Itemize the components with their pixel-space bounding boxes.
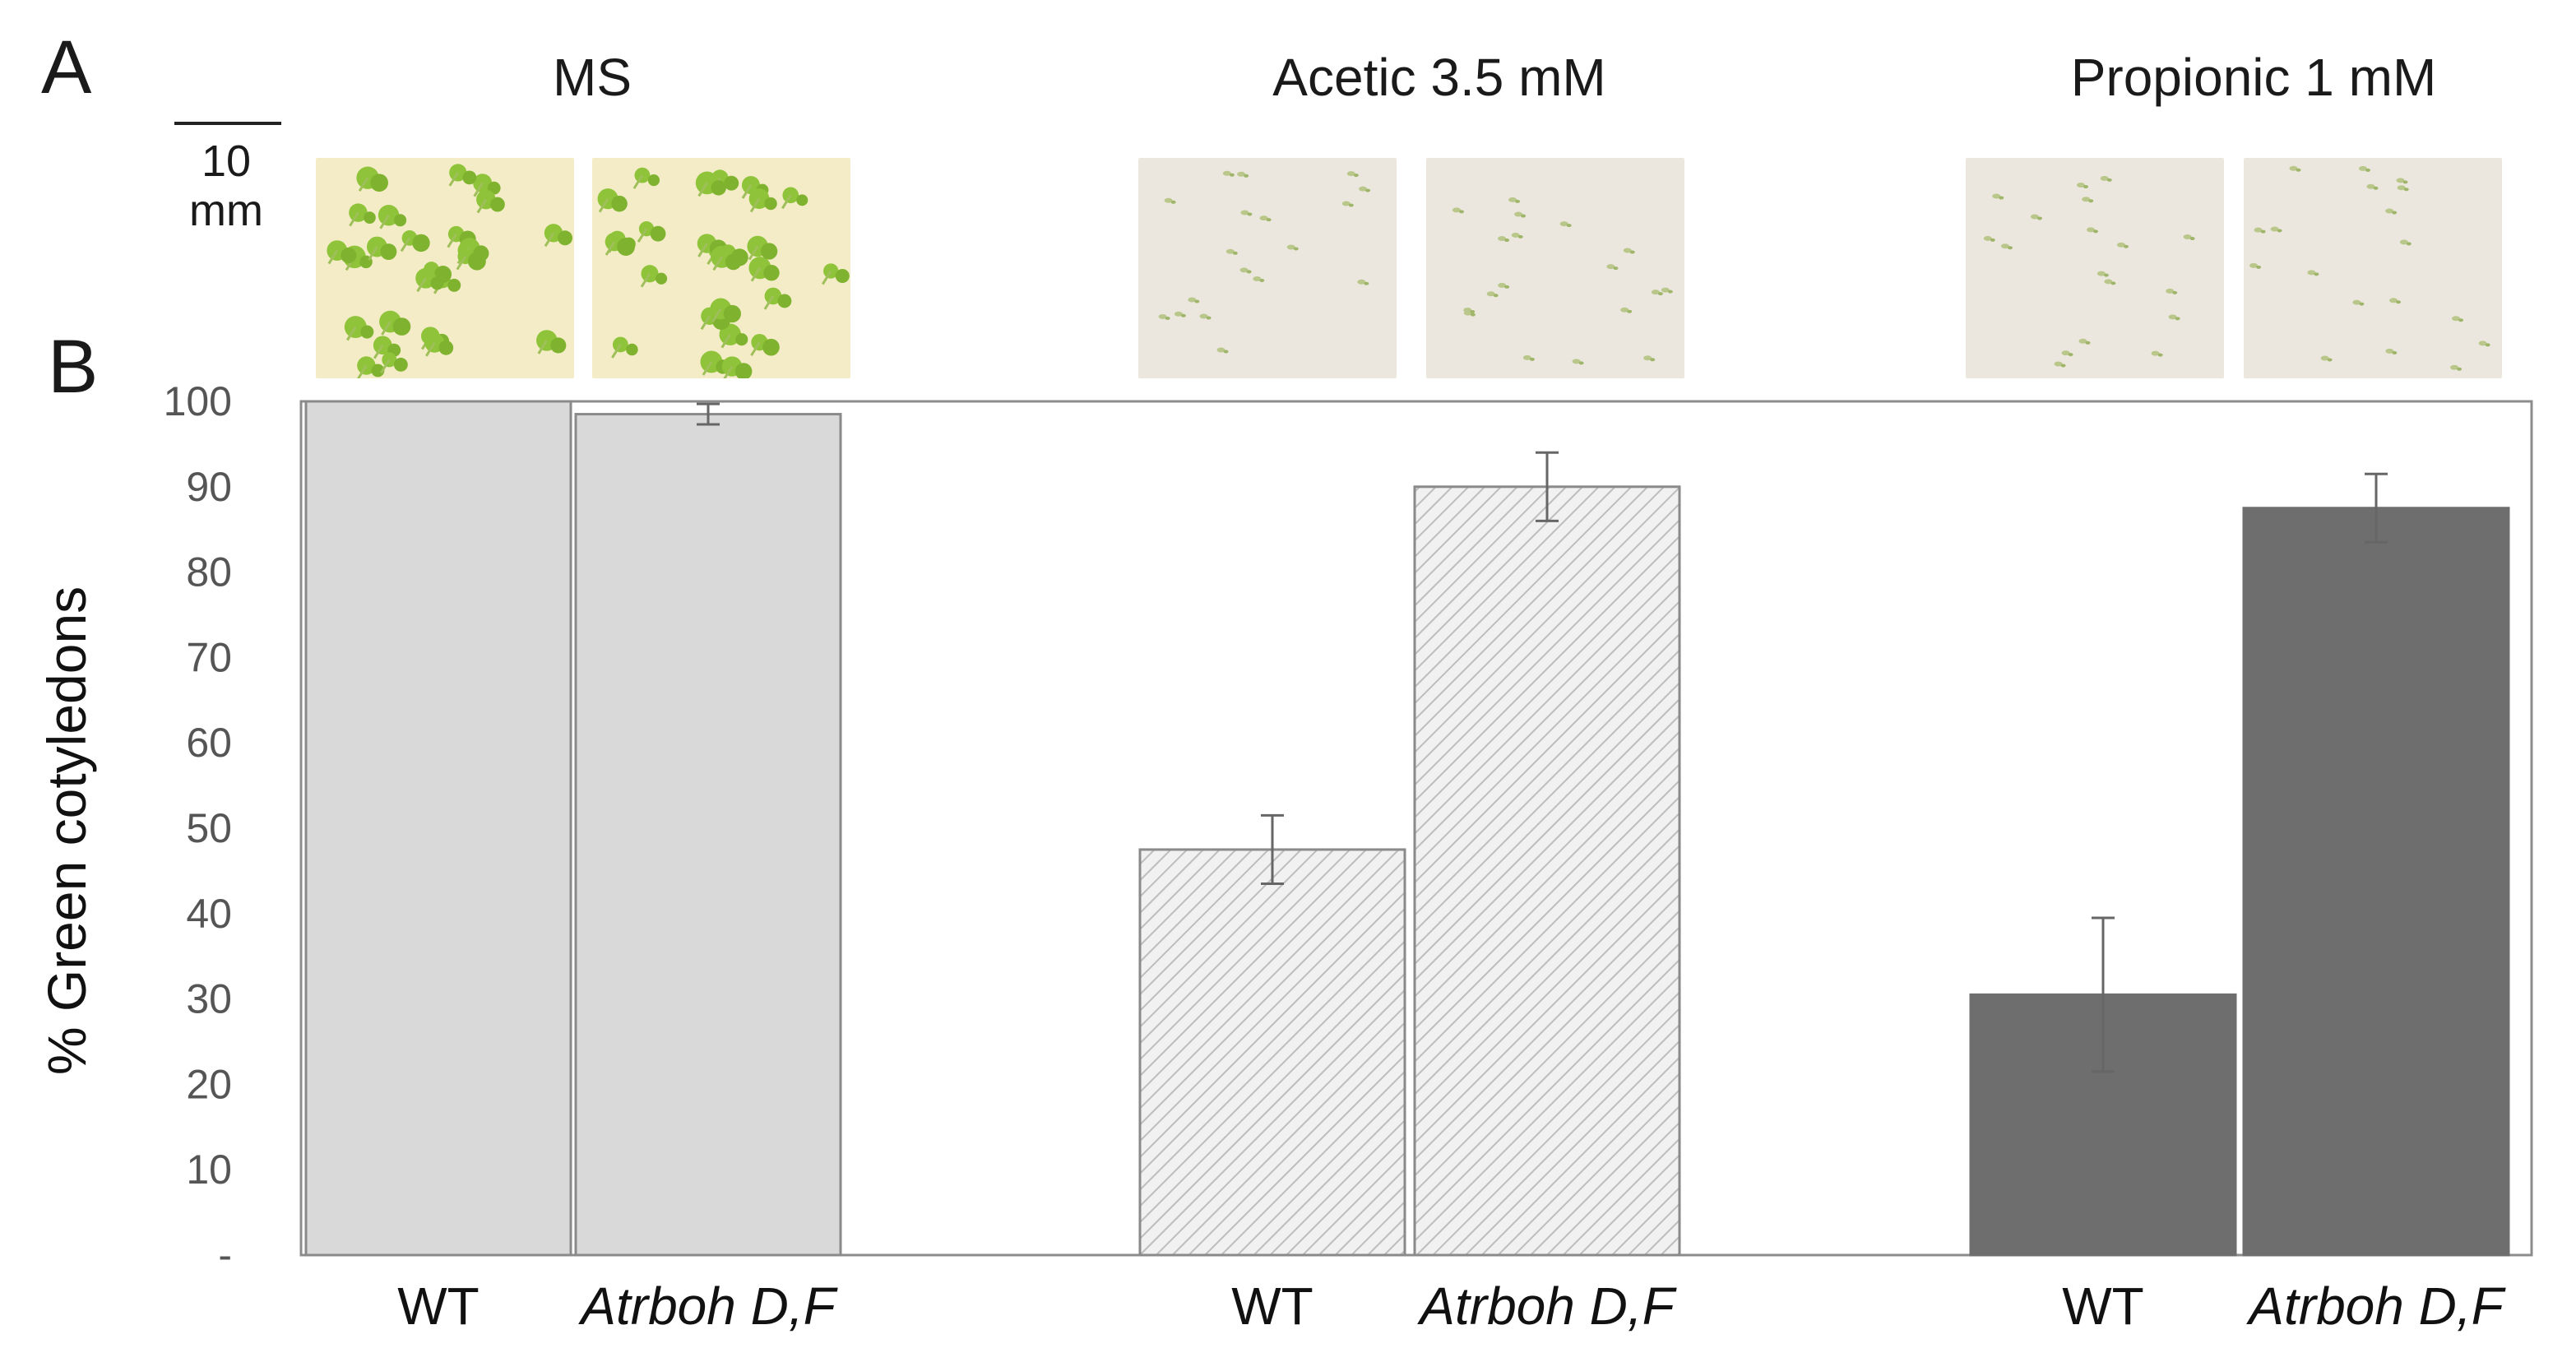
- condition-title-ms: MS: [553, 48, 632, 107]
- error-bar-2: [697, 402, 720, 426]
- bar-4: [1413, 485, 1681, 1257]
- scale-bar-line: [174, 122, 281, 125]
- y-tick-label: 100: [164, 378, 232, 424]
- error-bar-6: [2365, 472, 2388, 544]
- seedling-photo: [1138, 158, 1397, 378]
- y-tick-label: 50: [186, 805, 232, 851]
- scale-bar-unit: mm: [189, 186, 263, 236]
- y-axis-label: % Green cotyledons: [36, 586, 97, 1075]
- error-bar-3: [1261, 813, 1284, 885]
- y-tick-label: 90: [186, 464, 232, 510]
- bar-6: [2242, 507, 2510, 1257]
- panel-b-letter: B: [48, 325, 99, 409]
- y-tick-label: -: [218, 1232, 232, 1278]
- y-tick-label: 10: [186, 1147, 232, 1193]
- bar-3: [1138, 848, 1406, 1257]
- panel-a-letter: A: [41, 25, 92, 109]
- x-tick-label: WT: [397, 1276, 480, 1336]
- x-tick-label: Atrboh D,F: [577, 1276, 838, 1336]
- y-tick-label: 30: [186, 976, 232, 1022]
- seedling-photo: [2244, 158, 2502, 378]
- y-tick-label: 20: [186, 1061, 232, 1107]
- x-tick-label: WT: [2062, 1276, 2144, 1336]
- x-tick-label: WT: [1231, 1276, 1313, 1336]
- x-tick-label: Atrboh D,F: [1416, 1276, 1677, 1336]
- error-bar-5: [2092, 916, 2115, 1073]
- y-tick-label: 70: [186, 634, 232, 680]
- x-tick-label: Atrboh D,F: [2245, 1276, 2506, 1336]
- bar-1: [304, 400, 572, 1257]
- scale-bar-label: 10 mm: [164, 137, 288, 236]
- y-tick-label: 60: [186, 720, 232, 766]
- scale-bar-value: 10: [201, 137, 252, 186]
- seedling-photo: [592, 158, 850, 378]
- bar-2: [574, 413, 842, 1257]
- seedling-photo: [1966, 158, 2224, 378]
- seedling-photo: [1426, 158, 1684, 378]
- error-bar-4: [1536, 451, 1559, 522]
- condition-title-acetic: Acetic 3.5 mM: [1272, 48, 1606, 107]
- y-tick-label: 80: [186, 549, 232, 595]
- condition-title-propionic: Propionic 1 mM: [2070, 48, 2437, 107]
- seedling-photo: [316, 158, 574, 378]
- y-tick-label: 40: [186, 891, 232, 937]
